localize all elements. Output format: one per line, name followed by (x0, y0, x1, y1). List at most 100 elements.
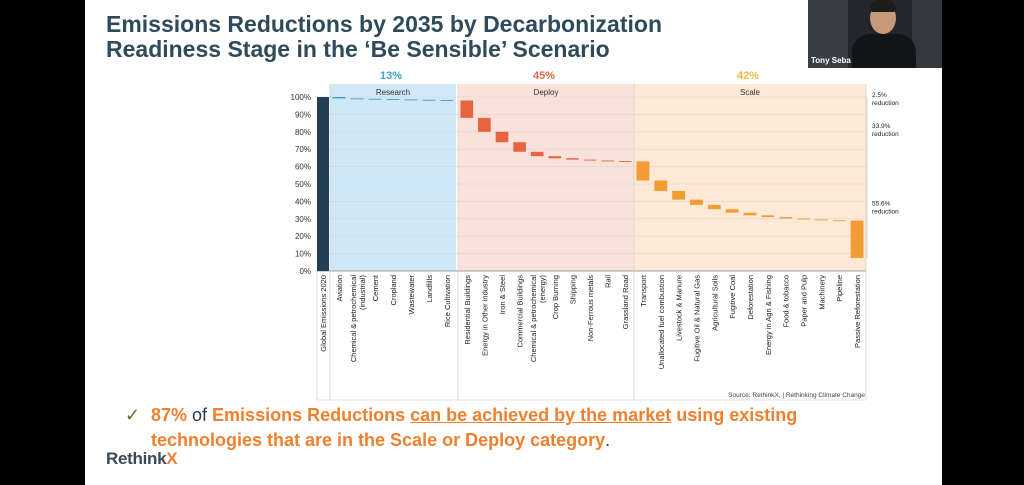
y-tick-label: 30% (295, 215, 311, 224)
x-tick-label: Cropland (389, 275, 398, 305)
slide: Emissions Reductions by 2035 by Decarbon… (85, 0, 942, 485)
x-tick-label: Commercial Buildings (516, 275, 525, 348)
rethinkx-logo: RethinkX (106, 449, 178, 469)
x-tick-label: Energy in Other industry (480, 275, 489, 356)
y-tick-label: 70% (295, 145, 311, 154)
group-header-label: Research (376, 88, 410, 97)
title-line-2: Readiness Stage in the ‘Be Sensible’ Sce… (106, 36, 610, 62)
waterfall-bar (832, 220, 846, 222)
x-tick-label: Food & tobacco (782, 275, 791, 328)
x-tick-label: Shipping (568, 275, 577, 304)
annotation-value: 55.6% (872, 201, 891, 208)
total-bar (317, 97, 329, 271)
x-tick-label: Unallocated fuel combustion (657, 275, 666, 369)
waterfall-bar (636, 161, 650, 181)
check-icon: ✓ (125, 405, 141, 425)
logo-x: X (166, 449, 178, 468)
waterfall-bar (618, 161, 632, 162)
waterfall-bar (690, 199, 703, 205)
x-tick-label: Paper and Pulp (800, 275, 809, 327)
title-line-1: Emissions Reductions by 2035 by Decarbon… (106, 11, 662, 37)
group-background-deploy (458, 84, 634, 271)
waterfall-bar (386, 99, 400, 100)
x-tick-label: Machinery (817, 275, 826, 310)
source-note: Source: RethinkX, | Rethinking Climate C… (728, 392, 865, 399)
background-shelf-right (912, 0, 942, 68)
x-tick-label: Rail (604, 275, 613, 288)
x-tick-label: Crop Burning (551, 275, 560, 319)
y-tick-label: 90% (295, 110, 311, 119)
waterfall-bar (797, 218, 810, 220)
x-tick-label: Deforestation (746, 275, 755, 320)
x-tick-label: Global Emissions 2020 (319, 275, 328, 352)
x-tick-label: Landfills (425, 275, 434, 303)
annotation-value: 2.5% (872, 92, 887, 99)
x-tick-label: Wastewater (407, 275, 416, 315)
takeaway-market: can be achieved by the market (410, 405, 672, 425)
y-tick-label: 10% (295, 250, 311, 259)
webcam-thumbnail[interactable]: Tony Seba (808, 0, 942, 68)
x-tick-label: Non-Ferrous metals (586, 275, 595, 342)
takeaway-of: of (187, 405, 213, 425)
x-tick-label: Grassland Road (621, 275, 630, 329)
group-header-band (330, 84, 456, 98)
annotation-unit: reduction (872, 100, 899, 107)
takeaway-pct: 87% (151, 405, 188, 425)
x-tick-label: Energy in Agri & Fishing (764, 275, 773, 355)
waterfall-bar (743, 212, 757, 216)
waterfall-bar (566, 158, 579, 160)
x-tick-label: Rice Cultivation (443, 275, 452, 327)
speaker-hair (870, 0, 896, 12)
y-tick-label: 80% (295, 128, 311, 137)
y-tick-label: 100% (291, 93, 311, 102)
waterfall-bar (478, 117, 491, 132)
x-tick-label: Cement (371, 274, 380, 301)
waterfall-bar (495, 131, 509, 143)
group-header-band (458, 84, 634, 98)
x-tick-label: Livestock & Manure (675, 275, 684, 341)
group-header-label: Scale (740, 88, 761, 97)
waterfall-chart: Research 13% Deploy 45% Scale 42% 0% 10% 20% 30% 4… (291, 70, 899, 401)
waterfall-bar (850, 220, 864, 258)
group-percentage: 45% (533, 70, 555, 82)
x-tick-label: Aviation (335, 275, 344, 302)
annotation-unit: reduction (872, 131, 899, 138)
waterfall-bar (422, 99, 436, 101)
waterfall-bar (530, 151, 544, 157)
waterfall-bar (601, 160, 614, 162)
waterfall-bar (350, 98, 364, 100)
waterfall-bar (404, 99, 418, 101)
x-tick-label: Agricultural Soils (710, 275, 719, 331)
x-tick-label: Residential Buildings (463, 275, 472, 345)
annotation-value: 33.9% (872, 123, 891, 130)
takeaway-text: 87% of Emissions Reductions can be achie… (151, 403, 905, 453)
waterfall-bar (368, 98, 382, 100)
waterfall-bar (654, 180, 668, 191)
annotation-unit: reduction (872, 209, 899, 216)
group-background-research (330, 84, 456, 271)
y-tick-label: 40% (295, 197, 311, 206)
logo-text: Rethink (106, 449, 167, 468)
x-tick-label-line2: (energy) (538, 275, 547, 303)
waterfall-bar (332, 97, 346, 99)
x-tick-label: Passive Reforestation (853, 275, 862, 348)
waterfall-bar (672, 190, 686, 200)
x-tick-label: Fugitive Oil & Natural Gas (692, 275, 701, 362)
y-tick-label: 50% (295, 180, 311, 189)
speaker-name: Tony Seba (811, 56, 851, 65)
takeaway-subject: Emissions Reductions (212, 405, 411, 425)
group-percentage: 42% (737, 70, 759, 82)
group-header-band (634, 84, 866, 98)
x-tick-label: Transport (639, 274, 648, 307)
takeaway-period: . (605, 430, 611, 450)
waterfall-bar (814, 219, 828, 221)
y-tick-label: 60% (295, 163, 311, 172)
background-shelf (808, 0, 848, 68)
slide-title: Emissions Reductions by 2035 by Decarbon… (106, 12, 806, 62)
waterfall-bar (513, 142, 526, 152)
waterfall-bar (460, 100, 474, 118)
waterfall-bar (583, 159, 597, 161)
speaker-body (852, 34, 916, 68)
waterfall-bar (440, 100, 454, 102)
x-tick-label: Chemical & petrochemical (529, 275, 538, 362)
